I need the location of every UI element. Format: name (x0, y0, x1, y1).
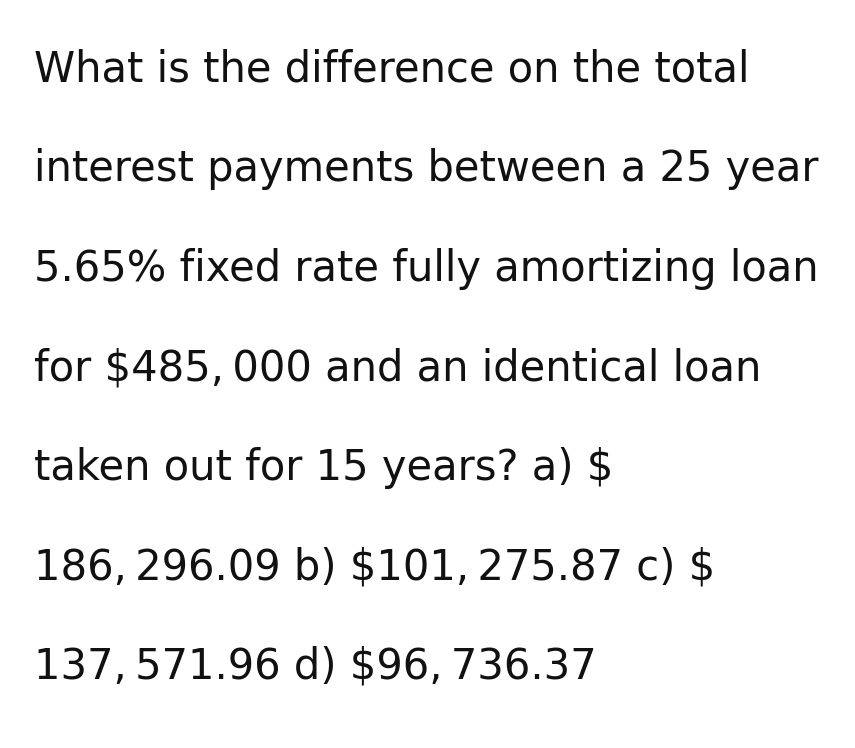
Text: What is the difference on the total: What is the difference on the total (34, 49, 750, 91)
Text: 5.65% fixed rate fully amortizing loan: 5.65% fixed rate fully amortizing loan (34, 248, 819, 289)
Text: 137, 571.96 d) \$96, 736.37: 137, 571.96 d) \$96, 736.37 (34, 646, 597, 687)
Text: interest payments between a 25 year: interest payments between a 25 year (34, 148, 819, 190)
Text: taken out for 15 years? a) \$: taken out for 15 years? a) \$ (34, 447, 614, 488)
Text: for \$485, 000 and an identical loan: for \$485, 000 and an identical loan (34, 347, 762, 389)
Text: 186, 296.09 b) \$101, 275.87 c) \$: 186, 296.09 b) \$101, 275.87 c) \$ (34, 546, 716, 588)
